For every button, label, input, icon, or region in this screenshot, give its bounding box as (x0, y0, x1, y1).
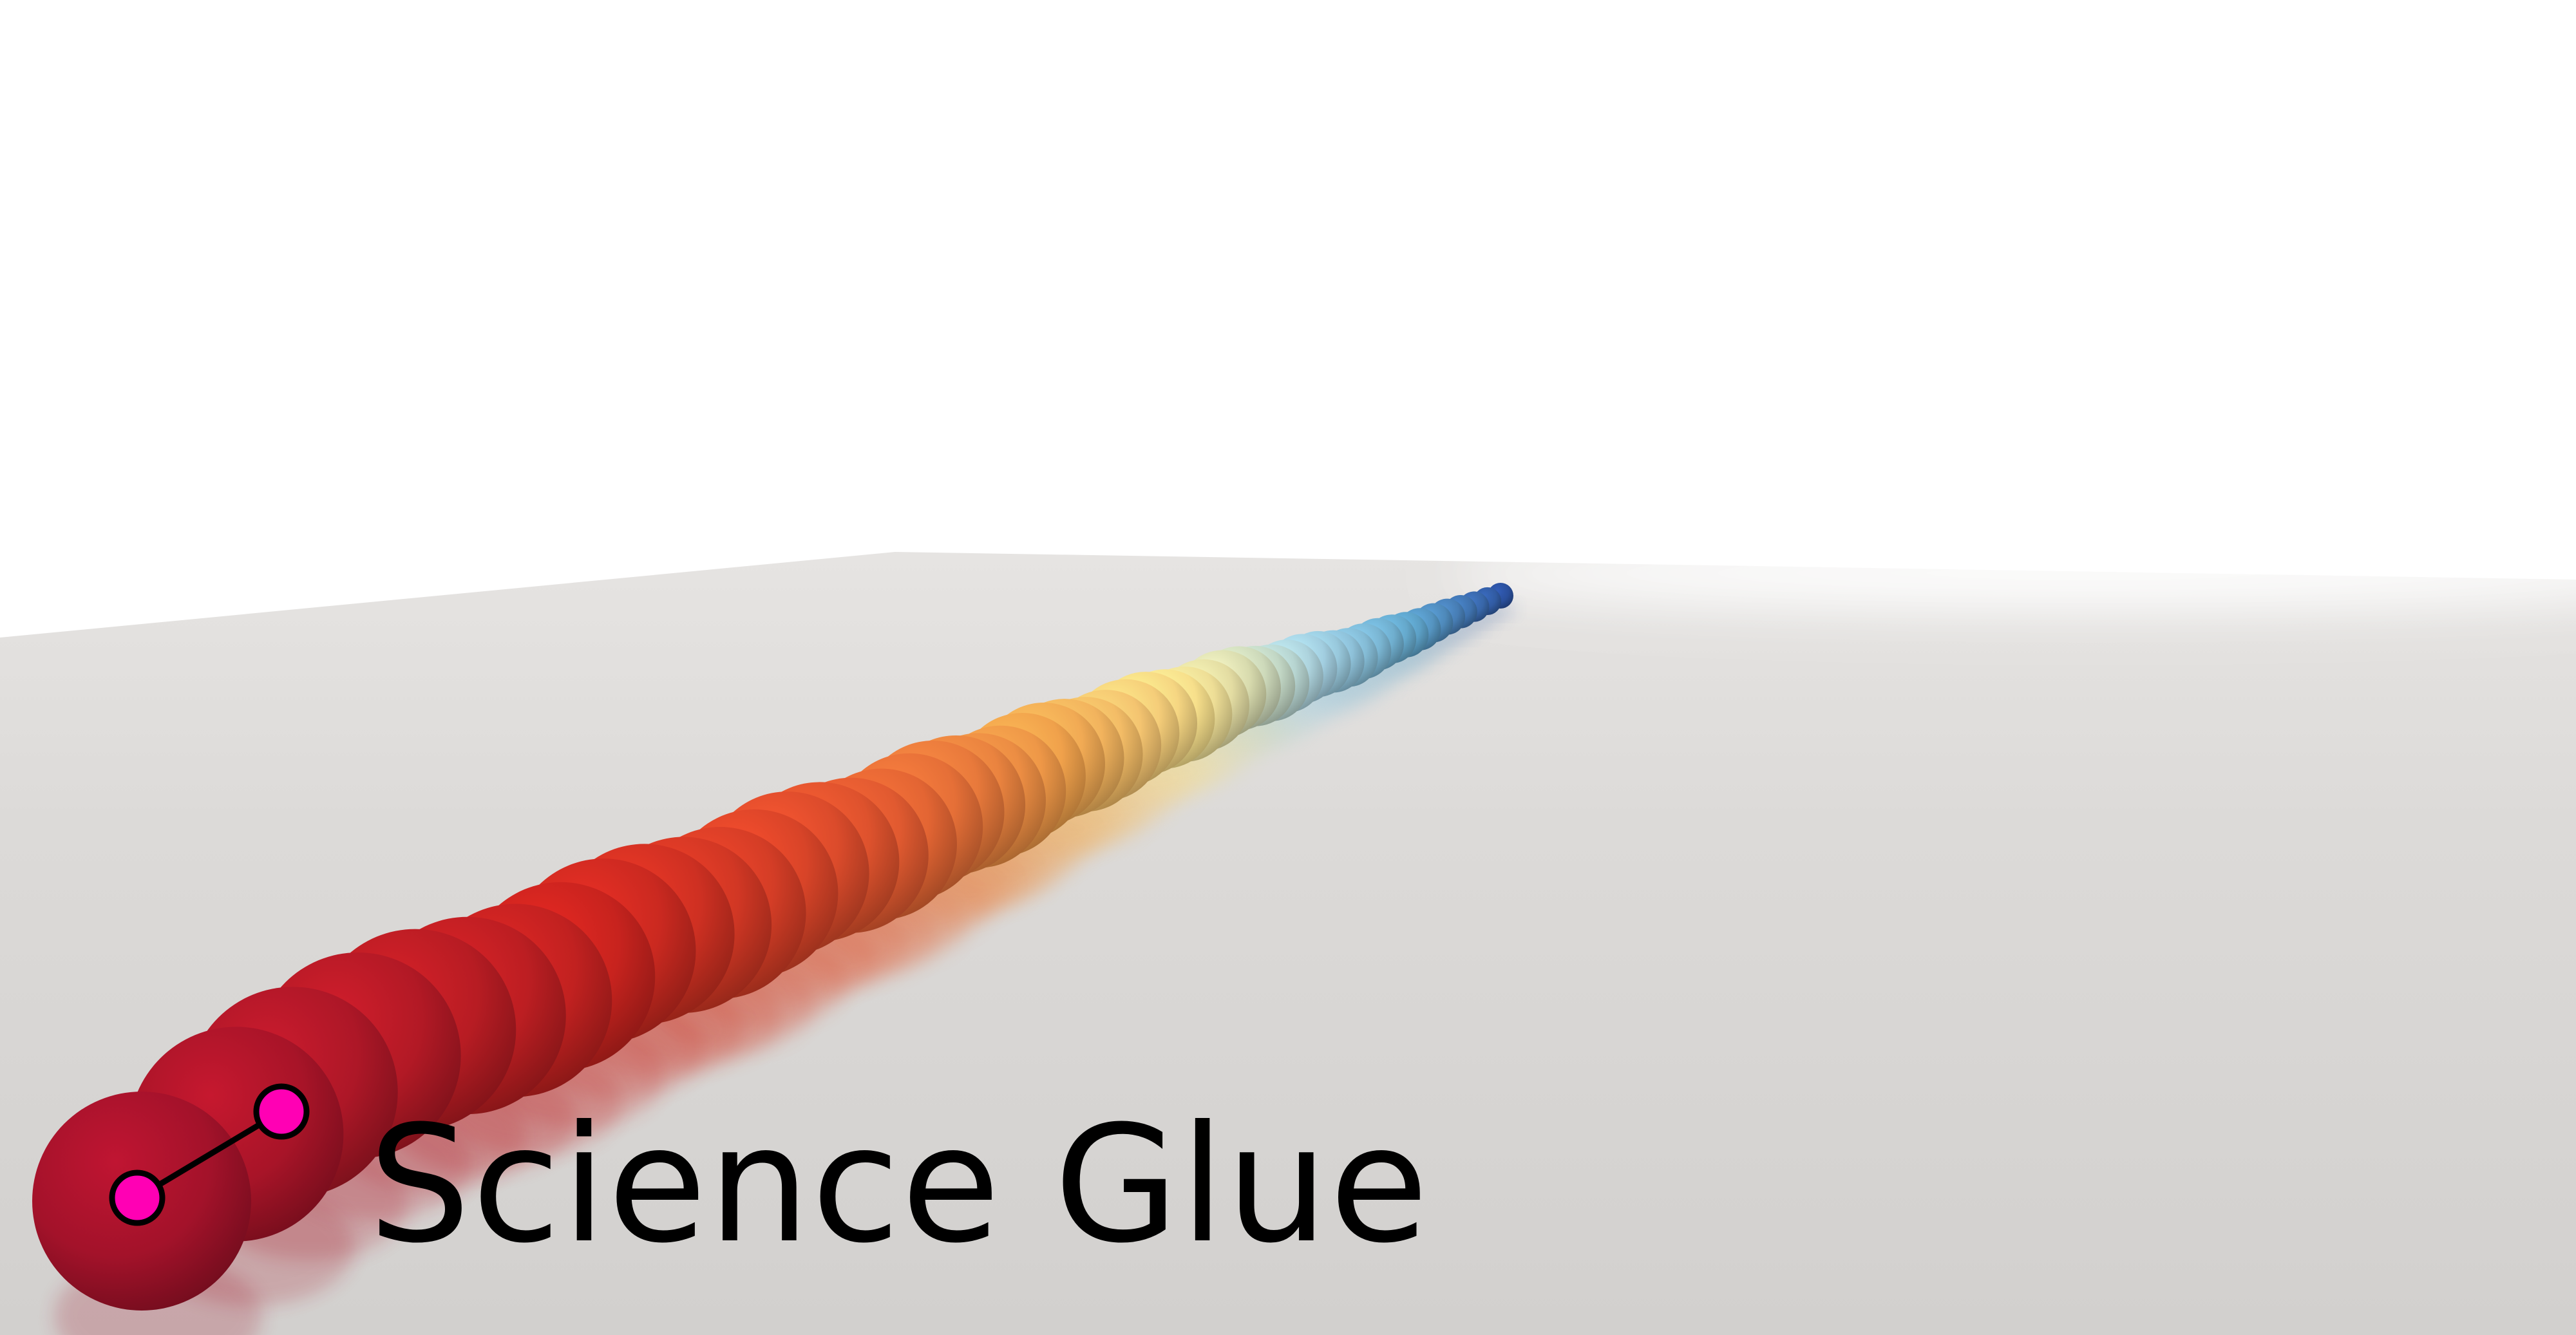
floor-plane (0, 552, 2576, 1335)
brand-title: Science Glue (368, 1091, 1430, 1278)
atom-right (253, 1083, 310, 1140)
bead-chain (32, 583, 1513, 1311)
bond-line (134, 1108, 285, 1201)
atom-left (109, 1169, 166, 1226)
horizon-glow (1449, 538, 2576, 609)
molecule-bond-icon (109, 1083, 310, 1226)
